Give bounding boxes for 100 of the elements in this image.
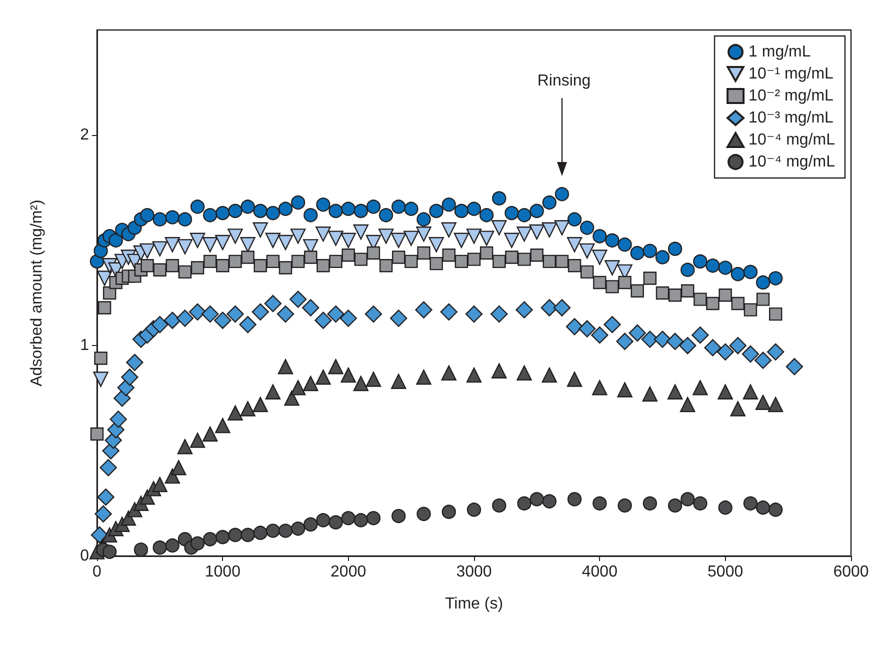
- point: [316, 259, 330, 272]
- point: [216, 530, 230, 544]
- point: [492, 498, 506, 513]
- point: [266, 206, 280, 220]
- point: [404, 254, 418, 268]
- point: [654, 330, 672, 348]
- point: [604, 316, 621, 334]
- point: [618, 498, 632, 513]
- point: [121, 368, 138, 386]
- point: [655, 250, 670, 264]
- point: [517, 496, 532, 510]
- point: [166, 259, 179, 272]
- point: [328, 230, 344, 246]
- point: [467, 252, 481, 266]
- point: [656, 286, 670, 300]
- point: [580, 265, 594, 279]
- point: [630, 246, 644, 260]
- point: [694, 292, 707, 306]
- point: [152, 241, 168, 256]
- point: [479, 208, 494, 222]
- point: [266, 254, 280, 268]
- point: [618, 276, 632, 290]
- point: [404, 230, 419, 246]
- point: [366, 511, 381, 526]
- point: [592, 229, 607, 244]
- point: [341, 202, 356, 216]
- point: [151, 316, 168, 334]
- point: [254, 259, 267, 272]
- point: [239, 316, 256, 334]
- point: [442, 248, 456, 262]
- point: [215, 234, 230, 250]
- point: [366, 246, 380, 260]
- legend-label: 10⁻³ mg/mL: [748, 110, 834, 126]
- point: [316, 198, 330, 212]
- point: [216, 206, 230, 220]
- point: [202, 305, 219, 323]
- point: [165, 210, 180, 224]
- point: [768, 502, 783, 517]
- point: [643, 272, 657, 285]
- point: [706, 296, 720, 310]
- point: [278, 234, 294, 250]
- point: [340, 367, 356, 383]
- point: [391, 374, 406, 389]
- point: [430, 256, 443, 270]
- point: [693, 496, 708, 510]
- point: [178, 265, 192, 279]
- point: [743, 264, 758, 280]
- point: [328, 359, 344, 374]
- point: [316, 513, 330, 528]
- point: [516, 226, 532, 242]
- point: [554, 220, 570, 236]
- point: [102, 544, 117, 559]
- point: [604, 260, 620, 276]
- point: [504, 206, 519, 220]
- y-tick-label: 2: [80, 126, 90, 144]
- point: [204, 254, 217, 268]
- point: [228, 405, 243, 421]
- point: [164, 237, 180, 252]
- legend-label: 10⁻⁴ mg/mL: [748, 154, 836, 170]
- point: [628, 324, 646, 342]
- point: [278, 261, 292, 274]
- point: [134, 542, 148, 557]
- point: [505, 250, 518, 264]
- point: [668, 498, 682, 513]
- point: [96, 270, 112, 286]
- point: [276, 305, 294, 323]
- point: [454, 254, 468, 268]
- x-tick-label: 4000: [582, 564, 618, 580]
- point: [416, 506, 431, 522]
- point: [667, 384, 683, 400]
- point: [592, 496, 607, 510]
- point: [289, 290, 307, 308]
- point: [240, 528, 255, 542]
- point: [304, 517, 318, 532]
- point: [668, 288, 682, 302]
- point: [617, 382, 632, 398]
- point: [440, 303, 458, 321]
- point: [415, 301, 432, 318]
- point: [202, 237, 218, 252]
- point: [756, 292, 770, 306]
- point: [391, 232, 406, 248]
- point: [353, 376, 368, 392]
- point: [290, 380, 306, 396]
- point: [100, 459, 117, 476]
- legend-label: 10⁻² mg/mL: [748, 88, 834, 104]
- point: [478, 230, 494, 246]
- point: [718, 384, 733, 400]
- point: [228, 204, 242, 218]
- point: [730, 266, 745, 282]
- point: [755, 394, 771, 410]
- point: [580, 220, 594, 235]
- point: [153, 263, 166, 276]
- x-tick-label: 6000: [833, 564, 869, 580]
- point: [730, 401, 746, 416]
- point: [692, 380, 708, 396]
- point: [466, 367, 482, 383]
- point: [404, 202, 418, 216]
- point: [492, 191, 506, 206]
- point: [378, 208, 394, 222]
- point: [630, 284, 644, 298]
